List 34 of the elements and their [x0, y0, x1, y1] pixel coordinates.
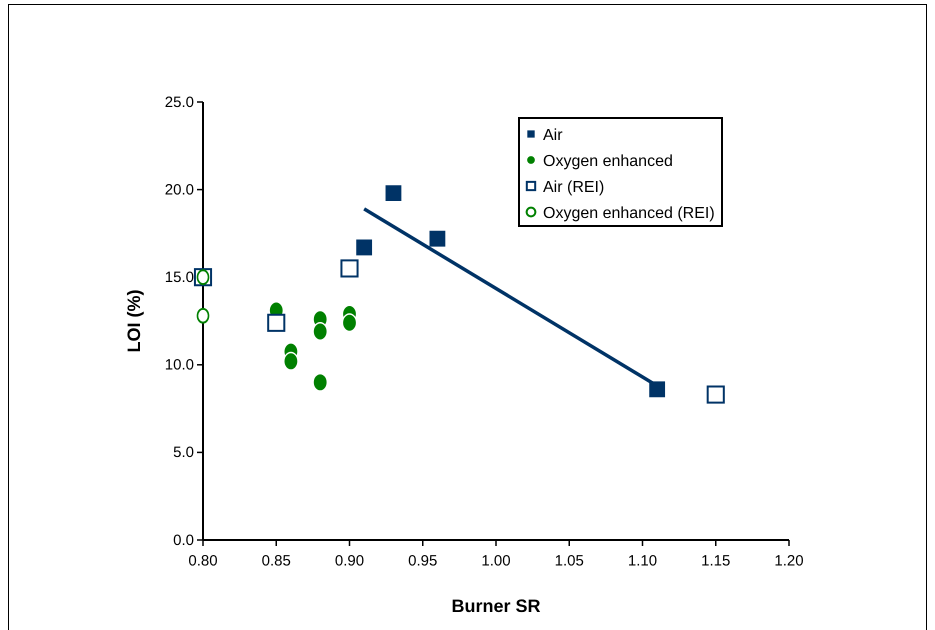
point [312, 322, 328, 341]
point [196, 308, 210, 324]
point [283, 352, 299, 371]
point [648, 380, 667, 399]
y-tick-label: 25.0 [164, 94, 194, 111]
point [340, 259, 359, 278]
x-tick-label: 0.80 [188, 552, 218, 570]
point [706, 386, 725, 404]
point [342, 313, 358, 332]
y-tick-label: 5.0 [173, 444, 194, 462]
legend-label: Oxygen enhanced (REI) [543, 205, 715, 222]
y-tick-label: 20.0 [164, 181, 194, 198]
y-axis-title: LOI (%) [124, 290, 144, 352]
x-tick-label: 1.00 [481, 552, 511, 570]
x-tick-label: 0.85 [262, 552, 291, 570]
x-axis-title: Burner SR [451, 596, 541, 616]
point [312, 372, 328, 392]
legend-label: Air (REI) [543, 179, 604, 196]
point [196, 269, 210, 285]
x-tick-label: 0.90 [334, 552, 364, 570]
point [428, 229, 447, 248]
y-tick-label: 0.0 [173, 532, 194, 549]
legend-label: Oxygen enhanced [543, 153, 673, 170]
x-tick-label: 1.20 [774, 552, 804, 570]
legend-label: Air [543, 127, 564, 144]
x-tick-label: 1.05 [554, 552, 584, 570]
x-tick-label: 1.10 [628, 552, 658, 570]
x-tick-label: 1.15 [701, 552, 730, 570]
point [267, 314, 286, 332]
y-tick-label: 15.0 [164, 269, 194, 286]
x-tick-label: 0.95 [408, 552, 438, 570]
point [354, 238, 374, 257]
y-tick-label: 10.0 [164, 356, 194, 374]
point [384, 184, 403, 203]
